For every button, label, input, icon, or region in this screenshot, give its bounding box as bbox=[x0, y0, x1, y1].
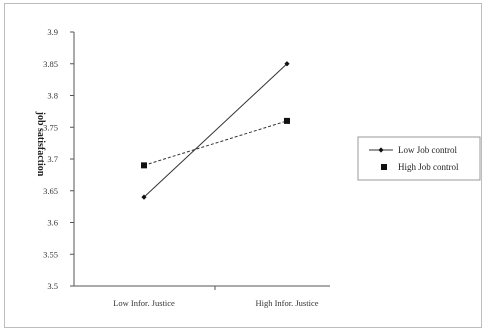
y-tick-label: 3.9 bbox=[47, 27, 58, 37]
y-tick-label: 3.75 bbox=[43, 122, 58, 132]
x-tick-label: Low Infor. Justice bbox=[113, 298, 175, 308]
y-tick-label: 3.8 bbox=[47, 91, 58, 101]
legend-label: Low Job control bbox=[398, 145, 457, 155]
legend: Low Job control High Job control bbox=[357, 136, 481, 181]
y-tick-label: 3.85 bbox=[43, 59, 58, 69]
y-tick-label: 3.65 bbox=[43, 186, 58, 196]
y-tick-labels: 3.9 3.85 3.8 3.75 3.7 3.65 3.6 3.55 3.5 bbox=[43, 27, 74, 291]
x-tick-label: High Infor. Justice bbox=[255, 298, 318, 308]
legend-box bbox=[357, 136, 481, 181]
y-axis-label: job satisfaction bbox=[35, 111, 46, 177]
chart-frame bbox=[4, 3, 482, 328]
legend-label: High Job control bbox=[398, 162, 459, 172]
x-tick-labels: Low Infor. Justice High Infor. Justice bbox=[113, 286, 319, 308]
y-tick-label: 3.6 bbox=[47, 218, 58, 228]
y-tick-label: 3.7 bbox=[47, 154, 58, 164]
legend-marker-diamond bbox=[378, 147, 384, 153]
axes bbox=[73, 32, 330, 287]
data-point-diamond bbox=[284, 61, 290, 67]
legend-marker-square bbox=[381, 164, 387, 170]
data-point-square bbox=[141, 162, 147, 169]
y-tick-label: 3.55 bbox=[43, 249, 58, 259]
series-line bbox=[143, 120, 288, 166]
y-tick-label: 3.5 bbox=[47, 281, 58, 291]
data-point-diamond bbox=[141, 194, 147, 200]
series-group bbox=[141, 61, 290, 200]
series-line bbox=[143, 63, 288, 198]
data-point-square bbox=[284, 117, 290, 124]
